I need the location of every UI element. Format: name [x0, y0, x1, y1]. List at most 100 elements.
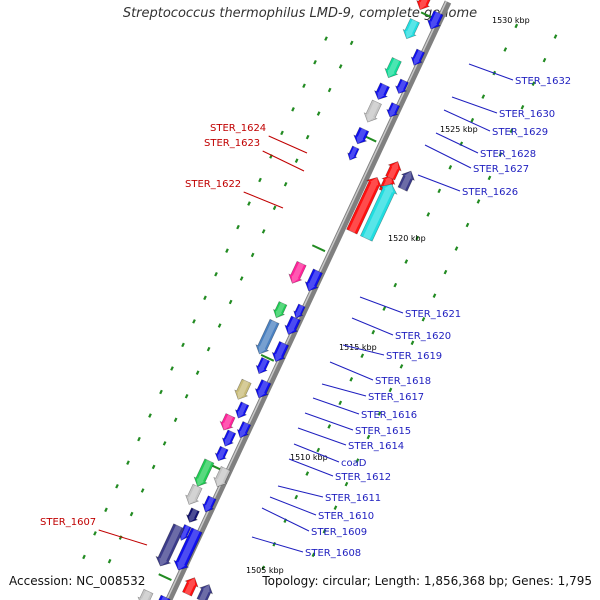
gene-label-STER_1629: STER_1629	[492, 127, 548, 138]
track-dot	[316, 111, 321, 116]
gene-arrow-unlabeled	[395, 78, 409, 94]
gene-label-coaD: coaD	[341, 458, 367, 469]
track-dot	[151, 464, 156, 470]
gene-arrow-STER_1626-highlight	[349, 146, 358, 161]
gene-arrow-STER_1630	[384, 57, 402, 79]
gene-arrow-unlabeled	[137, 588, 154, 600]
track-dot	[503, 47, 508, 52]
track-dot	[311, 552, 316, 558]
gene-arrow-STER_1628-shape	[363, 99, 382, 123]
gene-arrow-STER_1609-highlight	[181, 525, 190, 541]
gene-label-STER_1616: STER_1616	[361, 410, 417, 421]
gene-arrow-unlabeled-highlight	[184, 577, 196, 596]
gene-arrow-STER_1624-shape	[385, 161, 402, 181]
gene-label-STER_1628: STER_1628	[480, 149, 536, 160]
track-dot	[355, 458, 360, 463]
leader-line-coaD	[293, 443, 340, 463]
track-dot	[366, 434, 371, 440]
track-dot	[322, 528, 327, 534]
leader-line-STER_1619	[342, 344, 385, 356]
track-dot	[349, 377, 354, 382]
gene-label-STER_1626: STER_1626	[462, 187, 518, 198]
gene-arrow-unlabeled-shape	[304, 268, 323, 292]
gene-arrow-STER_1607	[196, 584, 214, 600]
gene-arrow-unlabeled	[236, 421, 252, 439]
gene-arrow-STER_1632	[402, 18, 420, 40]
gene-arrow-unlabeled-shape	[284, 315, 301, 335]
leader-line-STER_1618	[329, 361, 374, 381]
gene-arrow-unlabeled-shape	[395, 78, 409, 94]
gene-arrow-unlabeled	[304, 268, 323, 292]
track-dot	[261, 565, 266, 571]
gene-arrow-STER_1616	[234, 401, 250, 419]
track-dot	[437, 188, 442, 194]
gene-arrow-STER_1616-highlight	[237, 402, 248, 419]
track-dot	[421, 316, 426, 322]
scale-ticks: 1530 kbp 1525 kbp 1520 kbp 1515 kbp 1510 kbp…	[158, 11, 530, 581]
gene-arrow-unlabeled-shape	[416, 0, 433, 11]
scale-tick-label: 1505 kbp	[246, 566, 284, 575]
track-dot	[338, 400, 343, 406]
leader-line-STER_1627	[424, 144, 472, 169]
gene-arrow-STER_1632-highlight	[406, 19, 418, 39]
gene-arrow-STER_1617-shape	[234, 378, 252, 400]
gene-arrow-STER_1629-highlight	[377, 83, 388, 100]
track-dot	[410, 340, 415, 346]
track-dot	[371, 329, 376, 335]
gene-arrow-unlabeled-highlight	[430, 11, 442, 30]
gene-arrow-STER_1618-highlight	[258, 358, 268, 374]
gene-arrow-STER_1619	[255, 318, 280, 355]
gene-arrow-unlabeled	[284, 315, 301, 335]
track-dot	[247, 201, 251, 206]
track-dot	[388, 387, 393, 393]
leader-line-STER_1628	[435, 132, 479, 154]
gene-track-dots	[82, 23, 558, 571]
track-dot	[206, 346, 211, 352]
gene-arrow-unlabeled-highlight	[140, 590, 151, 600]
scale-tick-mark	[158, 573, 172, 581]
track-dot	[148, 413, 152, 418]
gene-arrow-unlabeled-shape	[137, 588, 154, 600]
gene-arrow-unlabeled-highlight	[413, 49, 423, 66]
track-dot	[349, 40, 354, 46]
leader-line-STER_1632	[468, 63, 514, 81]
gene-arrow-unlabeled-shape	[410, 48, 426, 66]
gene-arrow-unlabeled-shape	[213, 466, 231, 488]
gene-arrow-STER_1616-shape	[234, 401, 250, 419]
gene-label-STER_1624: STER_1624	[210, 123, 266, 134]
gene-arrow-STER_1627-highlight	[356, 128, 367, 144]
gene-arrow-STER_1629-shape	[374, 82, 390, 100]
track-dot	[82, 554, 86, 560]
track-dot	[432, 293, 437, 298]
gene-arrow-unlabeled	[427, 10, 444, 30]
track-dot	[360, 353, 365, 359]
track-dot	[140, 488, 145, 493]
gene-arrow-STER_1627	[353, 126, 370, 145]
track-dot	[338, 64, 343, 69]
leader-line-STER_1616	[312, 397, 360, 415]
gene-arrow-STER_1615	[219, 413, 236, 431]
track-dot	[272, 205, 277, 211]
track-dot	[327, 424, 332, 429]
gene-arrow-STER_1611	[185, 483, 203, 505]
scale-tick-label: 1515 kbp	[339, 343, 377, 352]
gene-arrow-STER_1621	[288, 260, 307, 284]
leader-line-STER_1620	[351, 317, 394, 336]
gene-arrow-STER_1607-shape	[196, 584, 214, 600]
gene-label-STER_1620: STER_1620	[395, 331, 451, 342]
track-dot	[173, 417, 178, 423]
gene-arrow-unlabeled-shape	[202, 495, 217, 513]
track-dot	[283, 181, 288, 187]
track-dot	[214, 271, 218, 277]
gene-arrow-STER_1623	[397, 170, 415, 192]
gene-label-STER_1609: STER_1609	[311, 527, 367, 538]
gene-arrow-STER_1630-highlight	[387, 58, 400, 78]
scale-tick-label: 1510 kbp	[290, 453, 328, 462]
gene-arrow-unlabeled-highlight	[205, 496, 215, 513]
gene-label-STER_1608: STER_1608	[305, 548, 361, 559]
track-dot	[184, 393, 189, 399]
gene-arrow-STER_1608-shape	[155, 523, 185, 567]
leader-line-STER_1608	[251, 536, 304, 553]
gene-label-STER_1617: STER_1617	[368, 392, 424, 403]
